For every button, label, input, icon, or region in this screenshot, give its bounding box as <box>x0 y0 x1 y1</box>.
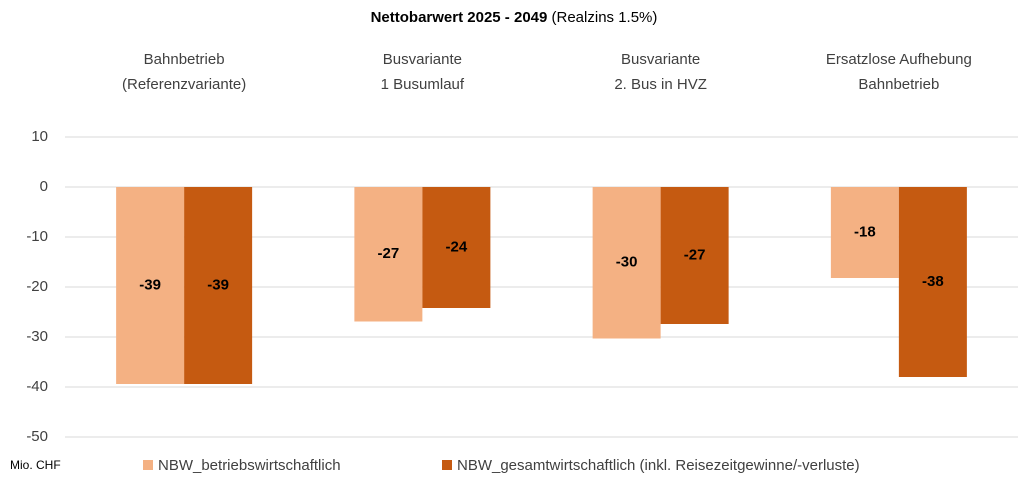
category-label: Bahnbetrieb <box>858 76 939 93</box>
category-label: 2. Bus in HVZ <box>614 76 707 93</box>
bar <box>660 187 729 324</box>
y-tick-label: 10 <box>31 128 48 145</box>
legend-label: NBW_betriebswirtschaftlich <box>158 457 341 474</box>
category-label: Bahnbetrieb <box>144 51 225 68</box>
legend-swatch <box>143 460 153 470</box>
category-label: Ersatzlose Aufhebung <box>826 51 972 68</box>
data-label: -27 <box>378 245 400 262</box>
bar <box>184 187 253 384</box>
chart-title-group: Nettobarwert 2025 - 2049 (Realzins 1.5%) <box>371 9 658 26</box>
data-label: -24 <box>446 238 468 255</box>
y-tick-label: -20 <box>26 278 48 295</box>
legend-label: NBW_gesamtwirtschaftlich (inkl. Reisezei… <box>457 457 860 474</box>
data-label: -30 <box>616 254 638 271</box>
category-label: Busvariante <box>383 51 462 68</box>
data-label: -18 <box>854 223 876 240</box>
bar <box>592 187 661 339</box>
bar <box>830 187 899 278</box>
y-tick-label: -10 <box>26 228 48 245</box>
data-label: -27 <box>684 246 706 263</box>
y-tick-label: 0 <box>40 178 48 195</box>
chart-title-note: (Realzins 1.5%) <box>552 9 658 26</box>
bar <box>354 187 423 322</box>
legend-swatch <box>442 460 452 470</box>
data-label: -38 <box>922 273 944 290</box>
bar <box>898 187 967 377</box>
data-label: -39 <box>207 276 229 293</box>
bar <box>422 187 491 308</box>
y-axis-label: Mio. CHF <box>10 458 61 472</box>
bar <box>116 187 185 384</box>
category-label: 1 Busumlauf <box>381 76 465 93</box>
y-tick-label: -30 <box>26 328 48 345</box>
data-label: -39 <box>139 276 161 293</box>
category-label: (Referenzvariante) <box>122 76 246 93</box>
y-tick-label: -50 <box>26 428 48 445</box>
y-tick-label: -40 <box>26 378 48 395</box>
chart-title: Nettobarwert 2025 - 2049 <box>371 9 548 26</box>
category-label: Busvariante <box>621 51 700 68</box>
